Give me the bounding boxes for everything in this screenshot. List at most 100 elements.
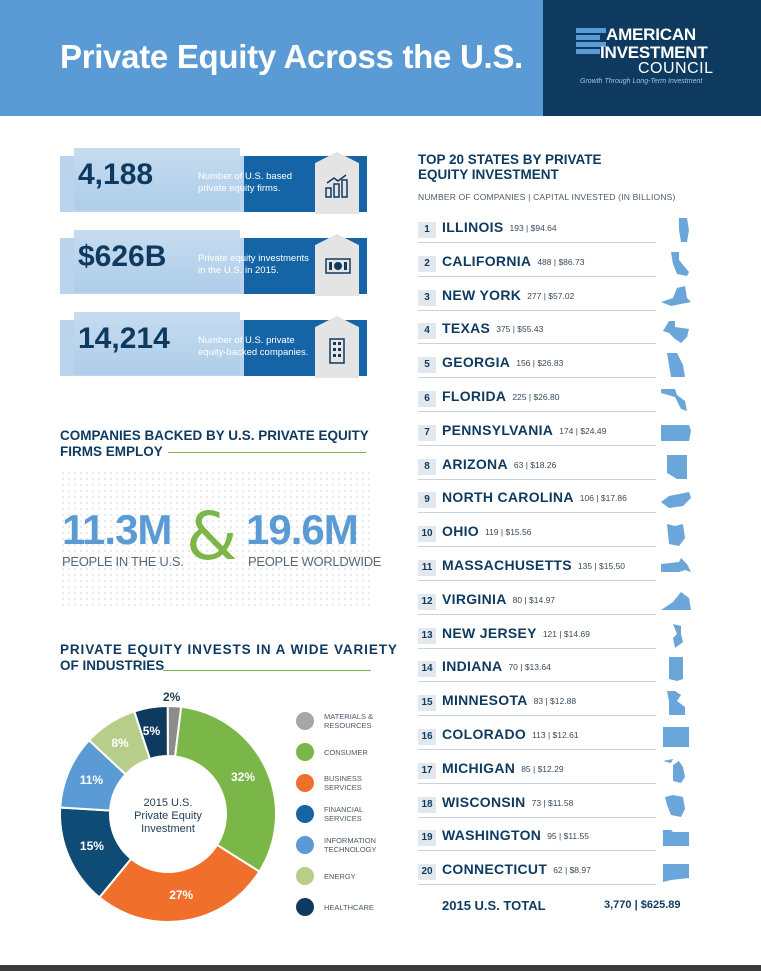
state-row: 13 NEW JERSEY 121 | $14.69 [418, 622, 693, 650]
world-employ-label: PEOPLE WORLDWIDE [248, 554, 382, 569]
state-name: MICHIGAN [442, 759, 516, 776]
building-icon [315, 316, 359, 378]
header: Private Equity Across the U.S. AMERICAN … [0, 0, 761, 116]
row-divider [418, 512, 656, 514]
state-name: NEW JERSEY [442, 624, 537, 641]
legend-label: HEALTHCARE [324, 903, 374, 912]
row-divider [418, 343, 656, 345]
cart-icon [296, 743, 314, 761]
logo-panel [543, 0, 761, 116]
state-rank: 18 [418, 796, 436, 813]
row-divider [418, 884, 656, 886]
logo-tagline: Growth Through Long-Term Investment [580, 78, 703, 85]
industries-title-line1: PRIVATE EQUITY INVESTS IN A WIDE VARIETY [60, 642, 398, 657]
row-divider [418, 478, 656, 480]
state-name: CONNECTICUT [442, 861, 548, 878]
row-divider [418, 411, 656, 412]
section-rule [163, 670, 371, 671]
stat-value: $626B [78, 240, 167, 273]
state-map-icon [663, 727, 689, 747]
donut-label-materials-resources: 2% [162, 690, 181, 705]
state-row: 17 MICHIGAN 85 | $12.29 [418, 757, 693, 785]
state-row: 19 WASHINGTON 95 | $11.55 [418, 824, 693, 852]
row-divider [418, 647, 656, 649]
state-name: FLORIDA [442, 388, 507, 404]
row-divider [418, 580, 656, 581]
row-divider [418, 377, 656, 379]
row-divider [418, 850, 656, 852]
industries-donut-chart [59, 704, 277, 923]
state-row: 4 TEXAS 375 | $55.43 [418, 317, 693, 345]
donut-label-healthcare: 5% [142, 724, 161, 739]
stat-companies: 14,214 Number of U.S. private equity-bac… [60, 312, 367, 378]
employ-title-line1: COMPANIES BACKED BY U.S. PRIVATE EQUITY [60, 428, 369, 443]
state-name: INDIANA [442, 658, 503, 675]
state-name: OHIO [442, 523, 479, 540]
aic-logo-icon [576, 28, 606, 54]
money-icon [315, 234, 359, 296]
state-name: VIRGINIA [442, 590, 507, 607]
row-divider [418, 242, 656, 243]
laptop-icon [296, 836, 314, 854]
us-employ-label: PEOPLE IN THE U.S. [62, 554, 184, 569]
state-name: COLORADO [442, 726, 527, 742]
state-values: 121 | $14.69 [542, 628, 590, 639]
finance-icon [296, 805, 314, 823]
state-values: 106 | $17.86 [579, 493, 627, 504]
state-row: 3 NEW YORK 277 | $57.02 [418, 284, 693, 312]
state-name: MASSACHUSETTS [442, 557, 572, 573]
legend-label: BUSINESS SERVICES [324, 774, 362, 792]
state-row: 9 NORTH CAROLINA 106 | $17.86 [418, 486, 693, 514]
donut-center-line1: 2015 U.S. [143, 797, 193, 809]
state-values: 95 | $11.55 [547, 831, 589, 842]
state-map-icon [663, 758, 685, 783]
state-rank: 15 [418, 695, 436, 712]
state-name: NEW YORK [442, 286, 522, 303]
state-values: 156 | $26.83 [516, 358, 564, 369]
stat-value: 4,188 [78, 158, 154, 191]
state-rank: 8 [418, 458, 436, 475]
state-values: 85 | $12.29 [521, 763, 564, 774]
state-values: 73 | $11.58 [531, 797, 574, 808]
states-subtitle: NUMBER OF COMPANIES | CAPITAL INVESTED (… [418, 192, 676, 202]
row-divider [418, 444, 656, 446]
materials-icon [296, 712, 314, 730]
logo-text-line2: INVESTMENT [600, 43, 708, 62]
donut-slice-business-services [97, 843, 261, 923]
state-name: MINNESOTA [442, 692, 528, 709]
state-map-icon [661, 424, 691, 441]
donut-label-financial-services: 15% [79, 839, 104, 854]
employ-title: COMPANIES BACKED BY U.S. PRIVATE EQUITY … [60, 428, 369, 460]
row-divider [418, 546, 656, 548]
state-rank: 13 [418, 627, 436, 644]
state-map-icon [663, 864, 689, 883]
state-map-icon [671, 251, 689, 276]
state-row: 18 WISCONSIN 73 | $11.58 [418, 791, 693, 819]
state-rank: 6 [418, 391, 436, 407]
state-map-icon [661, 389, 687, 411]
world-employ-value: 19.6M [246, 506, 359, 553]
state-values: 113 | $12.61 [532, 730, 579, 740]
row-divider [418, 275, 656, 277]
state-values: 80 | $14.97 [512, 594, 556, 605]
page-title: Private Equity Across the U.S. [60, 38, 523, 75]
total-label: 2015 U.S. TOTAL [442, 898, 546, 913]
state-row: 20 CONNECTICUT 62 | $8.97 [418, 858, 693, 886]
state-map-icon [667, 353, 685, 378]
state-name: CALIFORNIA [442, 252, 532, 269]
logo-text-line1: AMERICAN [606, 25, 697, 44]
header-banner [0, 0, 543, 116]
states-title-line2: EQUITY INVESTMENT [418, 167, 559, 182]
donut-center-label: 2015 U.S. Private Equity Investment [123, 797, 213, 836]
state-rank: 17 [418, 762, 436, 779]
state-name: GEORGIA [442, 354, 511, 371]
legend-label: MATERIALS & RESOURCES [324, 712, 374, 730]
state-values: 488 | $86.73 [537, 256, 585, 267]
state-map-icon [667, 524, 685, 547]
state-map-icon [661, 492, 691, 509]
medical-icon [296, 898, 314, 916]
stat-tab [74, 312, 240, 374]
employ-title-line2: FIRMS EMPLOY [60, 444, 163, 459]
state-row: 16 COLORADO 113 | $12.61 [418, 723, 693, 751]
sun-icon [296, 867, 314, 885]
